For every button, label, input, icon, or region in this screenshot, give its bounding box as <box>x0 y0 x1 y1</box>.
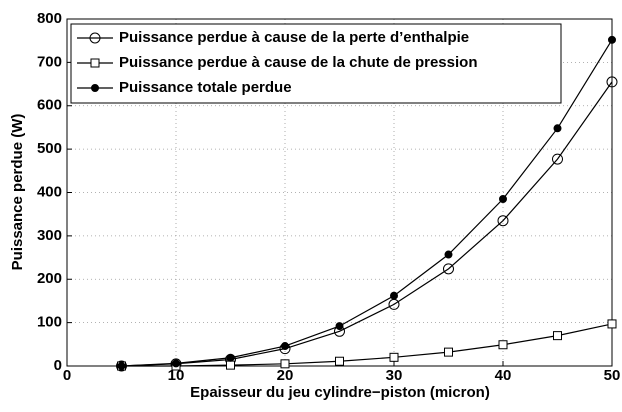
marker <box>90 58 100 68</box>
marker <box>226 360 235 370</box>
y-tick-label: 500 <box>37 140 62 157</box>
y-tick-label: 200 <box>37 270 62 287</box>
x-tick-label: 40 <box>495 367 512 384</box>
marker <box>553 331 562 341</box>
marker <box>335 356 344 366</box>
marker <box>91 84 99 92</box>
marker <box>497 215 509 227</box>
marker <box>117 362 126 370</box>
plot-frame <box>66 18 613 367</box>
y-tick-label: 700 <box>37 53 62 70</box>
series-line <box>121 323 613 367</box>
marker <box>608 35 616 44</box>
marker <box>390 291 398 300</box>
marker <box>280 359 290 369</box>
legend-label: Puissance totale perdue <box>119 79 292 96</box>
marker <box>389 352 399 362</box>
y-tick-label: 600 <box>37 97 62 114</box>
y-tick-label: 300 <box>37 227 62 244</box>
x-tick-label: 30 <box>386 367 403 384</box>
marker <box>443 263 454 275</box>
y-axis-label: Puissance perdue (W) <box>9 114 26 271</box>
y-tick-label: 800 <box>37 10 62 27</box>
marker <box>226 353 235 362</box>
marker <box>281 342 289 351</box>
x-tick-label: 0 <box>63 367 71 384</box>
y-tick-label: 100 <box>37 314 62 331</box>
x-tick-label: 20 <box>277 367 294 384</box>
marker <box>89 32 101 44</box>
marker <box>552 153 563 165</box>
legend-box <box>70 23 562 104</box>
y-tick-label: 400 <box>37 183 62 200</box>
legend-label: Puissance perdue à cause de la perte d’e… <box>119 29 469 46</box>
x-tick-label: 50 <box>604 367 621 384</box>
marker <box>499 195 507 204</box>
series-line <box>121 39 613 367</box>
x-axis-label: Epaisseur du jeu cylindre−piston (micron… <box>190 384 490 401</box>
y-tick-label: 0 <box>54 357 62 374</box>
marker <box>606 76 618 88</box>
legend-label: Puissance perdue à cause de la chute de … <box>119 54 477 71</box>
marker <box>444 250 453 259</box>
marker <box>607 319 617 329</box>
marker <box>444 347 453 357</box>
series-line <box>121 81 613 367</box>
x-tick-label: 10 <box>168 367 185 384</box>
marker <box>553 124 562 133</box>
marker <box>335 322 344 331</box>
marker <box>498 340 508 350</box>
marker <box>172 359 180 368</box>
